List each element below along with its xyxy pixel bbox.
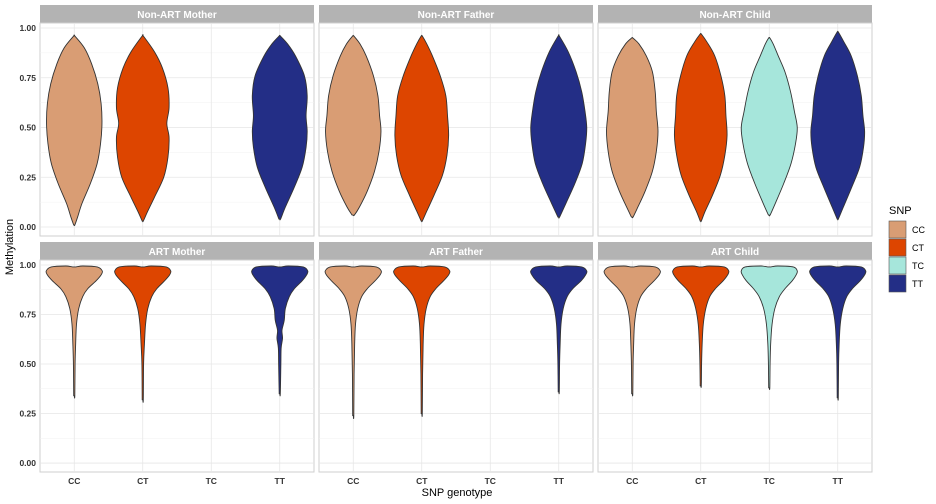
legend-label: CC xyxy=(912,225,925,235)
panel-title: Non-ART Child xyxy=(699,10,770,21)
violin-tt xyxy=(809,265,867,401)
panel-art-father: ART Father xyxy=(318,242,594,473)
x-tick-label: CC xyxy=(68,476,80,486)
legend-title: SNP xyxy=(889,205,912,217)
panel-non-art-child: Non-ART Child xyxy=(597,5,873,237)
panel-strip xyxy=(40,5,314,23)
y-tick-label: 0.50 xyxy=(19,123,36,133)
x-tick-label: TC xyxy=(206,476,217,486)
panel-art-child: ART Child xyxy=(597,242,873,473)
y-tick-label: 1.00 xyxy=(19,260,36,270)
violin-tc xyxy=(740,265,798,390)
violin-tc xyxy=(740,37,798,217)
panel-title: ART Father xyxy=(429,247,483,258)
violin-cc xyxy=(45,265,103,399)
panel-non-art-father: Non-ART Father xyxy=(318,5,594,237)
violin-tt xyxy=(530,265,588,395)
panel-background xyxy=(318,259,594,473)
y-tick-label: 0.25 xyxy=(19,409,36,419)
violin-ct xyxy=(114,265,172,403)
x-tick-label: TC xyxy=(764,476,775,486)
x-tick-label: CT xyxy=(695,476,707,486)
violin-cc xyxy=(324,265,382,420)
violin-tt xyxy=(251,265,309,397)
x-tick-label: CT xyxy=(137,476,149,486)
violin-tt xyxy=(251,34,308,221)
violin-tt xyxy=(530,34,588,219)
y-tick-label: 0.75 xyxy=(19,73,36,83)
violin-cc xyxy=(46,34,103,227)
legend-key-cc xyxy=(888,220,907,239)
y-tick-label: 0.50 xyxy=(19,359,36,369)
x-tick-label: TT xyxy=(833,476,844,486)
violin-cc xyxy=(603,265,661,397)
x-tick-label: CC xyxy=(347,476,359,486)
y-tick-label: 1.00 xyxy=(19,23,36,33)
panel-title: ART Mother xyxy=(149,247,206,258)
panels-layer: Non-ART Mother 0.00 0.25 0.50 0.75 1.00 Non-AR… xyxy=(19,5,873,486)
y-tick-label: 0.00 xyxy=(19,458,36,468)
violin-ct xyxy=(115,34,170,223)
panel-strip xyxy=(319,242,593,260)
y-tick-label: 0.75 xyxy=(19,310,36,320)
panel-strip xyxy=(40,242,314,260)
legend-key-tc xyxy=(888,256,907,275)
violin-ct xyxy=(672,265,730,388)
legend-key-ct xyxy=(888,238,907,257)
x-tick-label: TT xyxy=(554,476,565,486)
x-tick-label: TT xyxy=(275,476,286,486)
legend-label: TT xyxy=(912,279,923,289)
panel-title: Non-ART Father xyxy=(418,10,495,21)
x-tick-label: CT xyxy=(416,476,428,486)
panel-art-mother: ART Mother xyxy=(39,242,315,473)
panel-title: ART Child xyxy=(711,247,759,258)
panel-background xyxy=(597,259,873,473)
x-tick-label: CC xyxy=(626,476,638,486)
x-axis-title: SNP genotype xyxy=(422,487,493,499)
legend-key-tt xyxy=(888,274,907,293)
x-tick-label: TC xyxy=(485,476,496,486)
panel-background xyxy=(39,259,315,473)
violin-ct xyxy=(394,34,450,223)
legend: SNP CC CT TC TT xyxy=(888,205,925,293)
gridlines xyxy=(40,260,314,472)
violin-ct xyxy=(673,32,728,223)
panel-strip xyxy=(598,5,872,23)
violin-tt xyxy=(810,30,866,221)
panel-strip xyxy=(319,5,593,23)
y-axis-title: Methylation xyxy=(4,219,16,275)
violin-cc xyxy=(325,34,382,217)
violin-cc xyxy=(606,37,659,219)
legend-label: CT xyxy=(912,243,924,253)
y-tick-label: 0.00 xyxy=(19,222,36,232)
y-tick-label: 0.25 xyxy=(19,172,36,182)
panel-strip xyxy=(598,242,872,260)
violin-ct xyxy=(393,265,451,417)
legend-label: TC xyxy=(912,261,924,271)
panel-non-art-mother: Non-ART Mother xyxy=(39,5,315,237)
panel-title: Non-ART Mother xyxy=(137,10,217,21)
